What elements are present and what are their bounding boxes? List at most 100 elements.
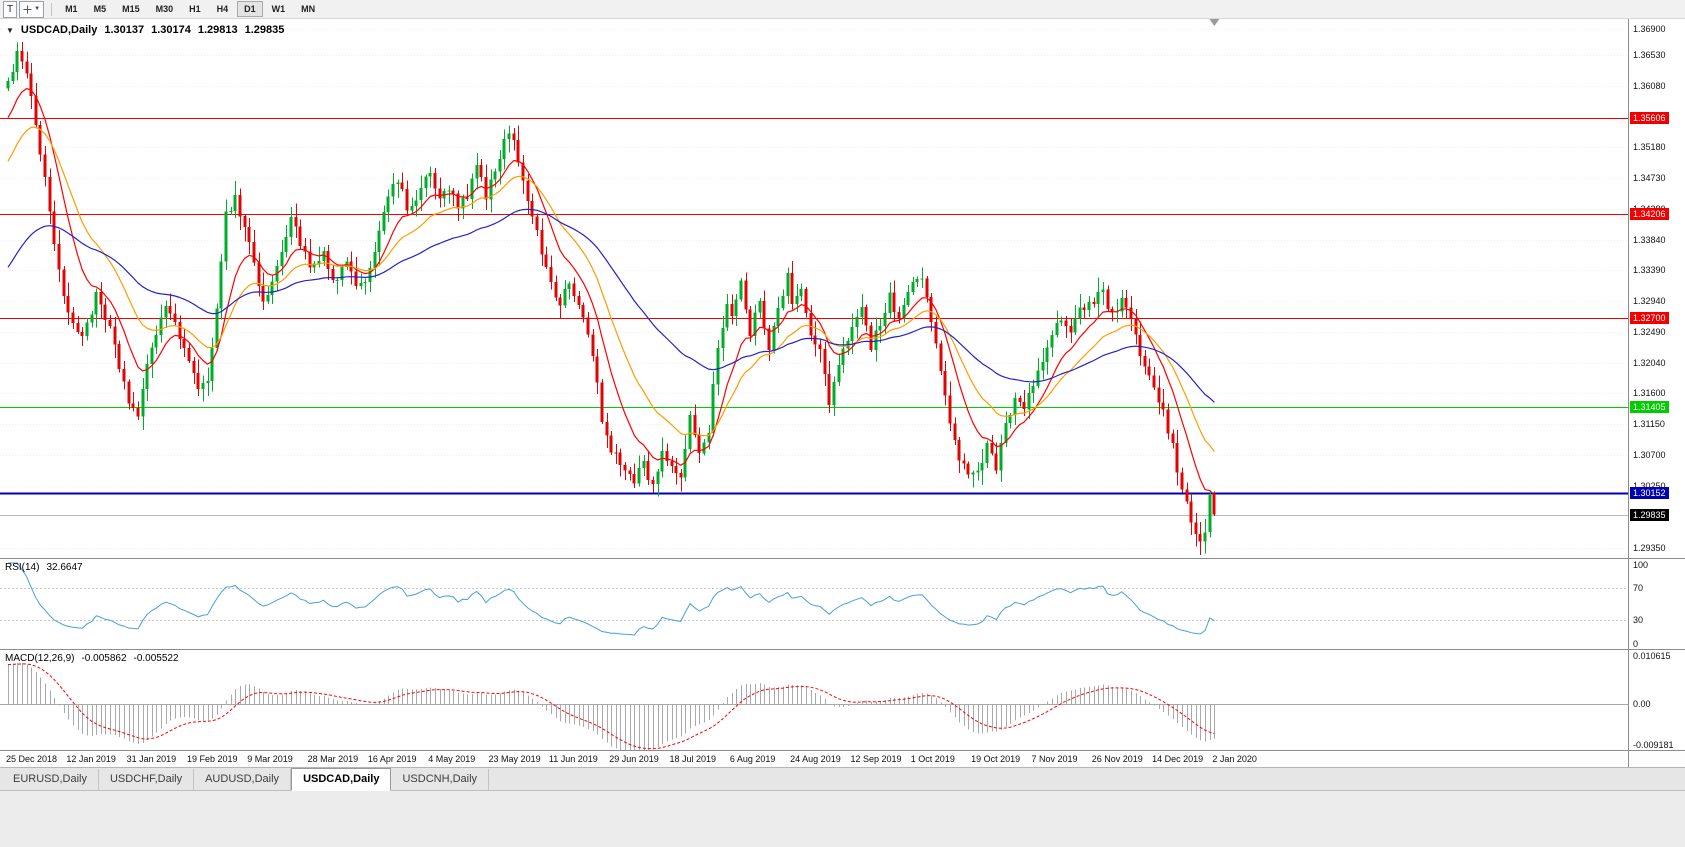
chart-tab-usdcnh[interactable]: USDCNH,Daily (391, 769, 490, 790)
time-axis-label: 25 Dec 2018 (6, 754, 58, 764)
rsi-indicator-label: RSI(14) (5, 562, 40, 573)
axis-corner (1628, 751, 1685, 767)
level-lines-layer (0, 118, 1628, 495)
main-chart-panel: ▼ USDCAD,Daily 1.30137 1.30174 1.29813 1… (0, 19, 1685, 559)
timeframe-toolbar: M1 M5 M15 M30 H1 H4 D1 W1 MN (57, 1, 323, 17)
time-axis-label: 23 May 2019 (488, 754, 541, 764)
price-tick-label: 1.32040 (1633, 358, 1666, 369)
price-tick-label: 1.36080 (1633, 80, 1666, 91)
macd-chart-canvas[interactable] (0, 650, 1628, 751)
chart-tab-eurusd[interactable]: EURUSD,Daily (2, 769, 99, 790)
price-tick-label: 1.32940 (1633, 296, 1666, 307)
rsi-tick-label: 70 (1633, 582, 1644, 593)
timeframe-button-m15[interactable]: M15 (122, 4, 140, 14)
timeframe-button-h4[interactable]: H4 (216, 4, 229, 14)
chart-tab-usdchf[interactable]: USDCHF,Daily (99, 769, 195, 790)
time-axis-label: 24 Aug 2019 (790, 754, 841, 764)
price-tick-label: 1.35180 (1633, 142, 1666, 153)
current-price-badge: 1.29835 (1630, 508, 1669, 521)
ohlc-close: 1.29835 (244, 24, 285, 36)
ohlc-low: 1.29813 (197, 24, 238, 36)
shift-marker (1209, 19, 1220, 26)
level-price-badge[interactable]: 1.31405 (1630, 400, 1669, 413)
macd-signal-line (7, 663, 1215, 750)
rsi-tick-label: 0 (1633, 639, 1639, 649)
level-price-badge[interactable]: 1.35606 (1630, 112, 1669, 125)
price-tick-label: 1.30250 (1633, 481, 1666, 491)
level-price-badge[interactable]: 1.30152 (1630, 486, 1669, 499)
price-axis[interactable]: 1.369001.365301.360801.356301.351801.347… (1628, 19, 1685, 558)
time-axis-label: 1 Oct 2019 (910, 754, 955, 764)
timeframe-button-w1[interactable]: W1 (271, 4, 286, 14)
chart-tab-audusd[interactable]: AUDUSD,Daily (194, 769, 292, 790)
toolbar: T ▼ M1 M5 M15 M30 H1 H4 D1 W1 MN (0, 0, 1685, 19)
rsi-indicator-value: 32.6647 (46, 562, 83, 573)
rsi-tick-label: 30 (1633, 615, 1644, 626)
ohlc-high: 1.30174 (151, 24, 191, 36)
time-axis[interactable]: 25 Dec 2018 12 Jan 2019 31 Jan 2019 19 Feb … (0, 751, 1685, 768)
macd-tick-label: 0.010615 (1633, 651, 1671, 661)
time-axis-label: 19 Feb 2019 (186, 754, 238, 764)
timeframe-button-d1[interactable]: D1 (237, 1, 263, 17)
price-chart-canvas[interactable] (0, 19, 1628, 559)
time-axis-label: 12 Jan 2019 (66, 754, 116, 764)
time-axis-label: 18 Jul 2019 (669, 754, 717, 764)
time-axis-label: 12 Sep 2019 (850, 754, 902, 764)
macd-signal-value: -0.005522 (133, 653, 179, 664)
price-tick-label: 1.29350 (1633, 543, 1666, 553)
macd-histogram (8, 662, 1215, 750)
time-axis-label: 7 Nov 2019 (1031, 754, 1078, 764)
level-price-badge[interactable]: 1.32700 (1630, 311, 1669, 324)
macd-tick-label: -0.009181 (1633, 740, 1674, 750)
macd-main-value: -0.005862 (81, 653, 127, 664)
crosshair-tool-button[interactable]: ▼ (19, 0, 45, 18)
level-price-badge[interactable]: 1.34206 (1630, 208, 1669, 221)
time-axis-label: 19 Oct 2019 (971, 754, 1021, 764)
dropdown-arrow-icon: ▼ (34, 6, 41, 12)
macd-tick-label: 0.00 (1633, 699, 1651, 710)
ohlc-open: 1.30137 (104, 24, 145, 36)
macd-indicator-label: MACD(12,26,9) (5, 653, 75, 664)
chart-title: ▼ USDCAD,Daily 1.30137 1.30174 1.29813 1… (6, 24, 284, 36)
price-tick-label: 1.34730 (1633, 173, 1666, 184)
timeframe-button-h1[interactable]: H1 (189, 4, 201, 14)
time-axis-label: 28 Mar 2019 (307, 754, 359, 764)
text-tool-button[interactable]: T (3, 0, 18, 18)
candles-layer (6, 41, 1216, 555)
time-axis-label: 11 Jun 2019 (548, 754, 598, 764)
rsi-indicator-panel: RSI(14) 32.6647 100 70 30 0 (0, 559, 1685, 650)
rsi-label-row: RSI(14) 32.6647 (5, 562, 83, 573)
rsi-chart-canvas[interactable] (0, 559, 1628, 650)
timeframe-button-m5[interactable]: M5 (93, 4, 107, 14)
window-background (0, 791, 1685, 847)
price-tick-label: 1.31150 (1633, 419, 1665, 430)
timeframe-button-m1[interactable]: M1 (65, 4, 78, 14)
timeframe-button-m30[interactable]: M30 (155, 4, 174, 14)
macd-axis: 0.010615 0.00 -0.009181 (1628, 650, 1685, 750)
collapse-chart-icon[interactable]: ▼ (6, 25, 14, 35)
time-axis-label: 29 Jun 2019 (609, 754, 659, 764)
toolbar-separator (51, 2, 53, 16)
time-axis-label: 26 Nov 2019 (1091, 754, 1143, 764)
price-tick-label: 1.33390 (1633, 265, 1666, 276)
text-tool-label: T (7, 3, 14, 15)
time-axis-label: 6 Aug 2019 (729, 754, 776, 764)
time-axis-label: 2 Jan 2020 (1212, 754, 1257, 764)
rsi-tick-label: 100 (1633, 560, 1649, 570)
time-axis-label: 4 May 2019 (428, 754, 476, 764)
price-tick-label: 1.36900 (1633, 24, 1666, 35)
macd-label-row: MACD(12,26,9) -0.005862 -0.005522 (5, 653, 179, 664)
grid-layer (0, 29, 1628, 549)
rsi-axis: 100 70 30 0 (1628, 559, 1685, 649)
ma-55-line (7, 208, 1215, 403)
price-tick-label: 1.30700 (1633, 450, 1666, 461)
price-tick-label: 1.32490 (1633, 327, 1666, 338)
crosshair-icon (23, 5, 32, 13)
chart-symbol-label: USDCAD,Daily (20, 24, 98, 36)
time-axis-label: 14 Dec 2019 (1152, 754, 1204, 764)
macd-indicator-panel: MACD(12,26,9) -0.005862 -0.005522 0.0106… (0, 650, 1685, 751)
timeframe-button-mn[interactable]: MN (301, 4, 316, 14)
chart-tab-usdcad[interactable]: USDCAD,Daily (291, 768, 392, 791)
ma-21-line (7, 126, 1215, 453)
